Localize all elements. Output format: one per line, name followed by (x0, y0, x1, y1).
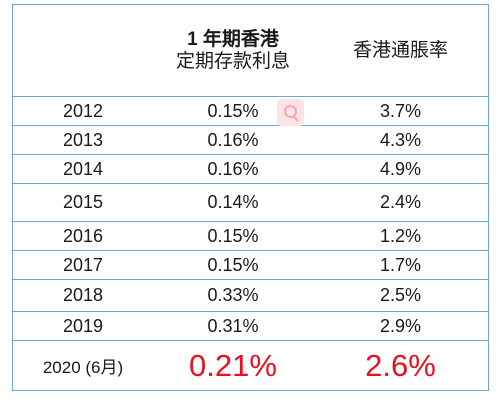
cell-deposit-rate: 0.33% (207, 285, 259, 305)
cell-year: 2017 (62, 254, 104, 275)
table-row: 2018 0.33% 2.5% (13, 279, 488, 311)
data-table: 1 年期香港 定期存款利息 香港通脹率 2012 0.15% 3.7% 2013… (12, 4, 489, 391)
table-row: 2012 0.15% 3.7% (13, 96, 488, 125)
table-row: 2016 0.15% 1.2% (13, 221, 488, 250)
cell-year: 2015 (62, 192, 104, 212)
cell-inflation: 3.7% (379, 100, 422, 121)
header-year (13, 5, 153, 96)
cell-inflation: 2.4% (379, 192, 422, 212)
cell-deposit-rate: 0.16% (207, 129, 259, 150)
header-deposit-rate-line1: 1 年期香港 (187, 28, 279, 50)
cell-year: 2019 (62, 315, 104, 336)
table-row: 2015 0.14% 2.4% (13, 183, 488, 221)
header-deposit-rate: 1 年期香港 定期存款利息 (153, 5, 313, 96)
table-row: 2014 0.16% 4.9% (13, 154, 488, 183)
cell-year: 2012 (62, 100, 104, 121)
cell-deposit-rate: 0.16% (207, 158, 259, 179)
table-row-highlight: 2020 (6月) 0.21% 2.6% (13, 340, 488, 390)
cell-deposit-rate: 0.15% (207, 254, 259, 275)
cell-year: 2013 (62, 129, 104, 150)
cell-year: 2016 (62, 225, 104, 246)
cell-inflation: 4.3% (379, 129, 422, 150)
cell-year: 2020 (6月) (42, 358, 124, 377)
cell-inflation: 1.7% (379, 254, 422, 275)
header-inflation: 香港通脹率 (352, 39, 448, 61)
search-icon (277, 99, 304, 126)
cell-inflation: 1.2% (379, 225, 422, 246)
table-row: 2013 0.16% 4.3% (13, 125, 488, 154)
table-row: 2019 0.31% 2.9% (13, 311, 488, 340)
cell-year: 2018 (62, 285, 104, 305)
cell-inflation: 2.5% (379, 285, 422, 305)
cell-year: 2014 (62, 158, 104, 179)
cell-deposit-rate: 0.15% (207, 225, 259, 246)
cell-inflation: 4.9% (379, 158, 422, 179)
cell-inflation-highlight: 2.6% (365, 347, 436, 383)
table-header: 1 年期香港 定期存款利息 香港通脹率 (13, 5, 488, 96)
header-deposit-rate-line2: 定期存款利息 (175, 50, 290, 72)
cell-inflation: 2.9% (379, 315, 422, 336)
cell-deposit-rate: 0.14% (207, 192, 259, 212)
cell-deposit-rate-highlight: 0.21% (189, 347, 277, 383)
cell-deposit-rate: 0.15% (207, 100, 259, 121)
table-row: 2017 0.15% 1.7% (13, 250, 488, 279)
cell-deposit-rate: 0.31% (207, 315, 259, 336)
